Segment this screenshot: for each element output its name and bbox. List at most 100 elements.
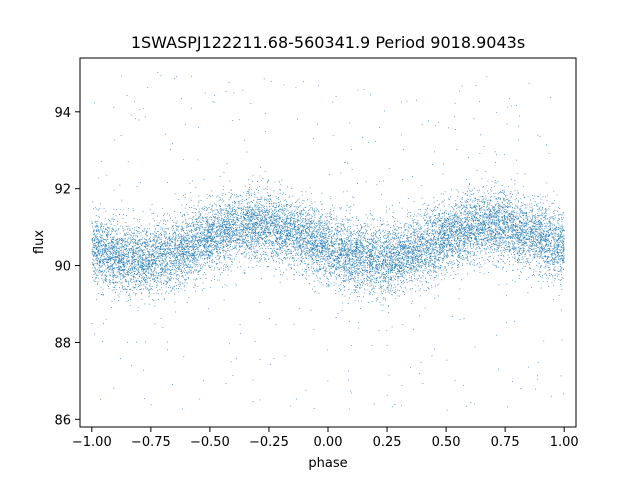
data-point	[289, 258, 290, 260]
data-point	[397, 295, 399, 297]
data-point	[498, 233, 500, 235]
data-point	[104, 259, 106, 260]
data-point	[344, 266, 346, 268]
data-point	[139, 274, 141, 276]
data-point	[388, 239, 389, 240]
data-point	[246, 225, 248, 227]
data-point	[311, 248, 313, 250]
data-point	[334, 249, 336, 251]
data-point	[441, 240, 443, 241]
data-point	[419, 270, 421, 272]
data-point	[145, 242, 147, 243]
data-point	[323, 209, 325, 210]
data-point	[469, 196, 471, 197]
data-point	[281, 221, 282, 222]
data-point	[383, 277, 385, 279]
data-point	[110, 218, 112, 220]
data-point	[457, 196, 459, 197]
data-point	[438, 254, 440, 256]
data-point	[413, 253, 415, 255]
data-point	[333, 259, 335, 261]
data-point	[123, 245, 125, 247]
data-point	[424, 249, 426, 251]
data-point	[274, 214, 276, 216]
data-point	[165, 280, 167, 282]
data-point	[148, 251, 150, 253]
data-point	[221, 272, 223, 273]
data-point	[347, 255, 348, 256]
data-point	[452, 211, 454, 213]
data-point	[109, 266, 111, 268]
data-point	[536, 195, 538, 197]
data-point	[154, 232, 156, 234]
data-point	[298, 227, 300, 229]
data-point	[433, 238, 435, 240]
data-point	[109, 259, 111, 261]
data-point	[101, 239, 102, 241]
data-point	[398, 283, 400, 285]
data-point	[389, 270, 391, 271]
data-point	[471, 233, 473, 235]
data-point	[496, 237, 498, 239]
data-point	[356, 243, 358, 245]
data-point	[552, 234, 554, 235]
data-point	[216, 235, 217, 237]
data-point	[421, 215, 423, 217]
data-point	[543, 340, 545, 342]
data-point	[299, 244, 301, 246]
data-point	[418, 274, 420, 276]
data-point	[207, 224, 208, 226]
data-point	[466, 257, 468, 258]
data-point	[176, 275, 177, 277]
data-point	[214, 234, 216, 236]
data-point	[355, 249, 357, 251]
data-point	[258, 209, 260, 211]
data-point	[458, 244, 460, 245]
data-point	[539, 244, 541, 245]
data-point	[541, 243, 543, 245]
data-point	[149, 209, 151, 210]
data-point	[481, 212, 483, 214]
data-point	[445, 222, 447, 223]
data-point	[557, 210, 559, 212]
data-point	[102, 244, 104, 246]
data-point	[224, 255, 226, 257]
data-point	[489, 251, 491, 253]
data-point	[257, 219, 258, 221]
data-point	[243, 225, 245, 227]
data-point	[125, 247, 127, 249]
data-point	[311, 267, 312, 269]
data-point	[515, 215, 517, 217]
data-point	[259, 236, 261, 238]
data-point	[235, 234, 237, 236]
data-point	[507, 206, 509, 208]
data-point	[341, 224, 343, 225]
data-point	[281, 238, 283, 240]
data-point	[331, 245, 333, 246]
data-point	[479, 101, 480, 103]
data-point	[171, 238, 173, 240]
data-point	[484, 209, 485, 211]
data-point	[530, 236, 532, 237]
data-point	[188, 272, 190, 274]
data-point	[208, 236, 210, 238]
data-point	[121, 75, 123, 77]
data-point	[143, 251, 144, 253]
data-point	[190, 253, 192, 255]
data-point	[143, 264, 145, 265]
data-point	[252, 239, 254, 240]
data-point	[400, 234, 401, 236]
data-point	[410, 276, 412, 278]
data-point	[386, 288, 388, 290]
data-point	[247, 219, 249, 220]
data-point	[265, 214, 266, 215]
data-point	[104, 280, 106, 282]
data-point	[375, 260, 377, 262]
data-point	[546, 195, 548, 197]
data-point	[371, 254, 372, 255]
data-point	[337, 230, 339, 231]
data-point	[361, 268, 363, 270]
data-point	[464, 229, 466, 231]
data-point	[153, 274, 154, 276]
data-point	[370, 266, 372, 268]
